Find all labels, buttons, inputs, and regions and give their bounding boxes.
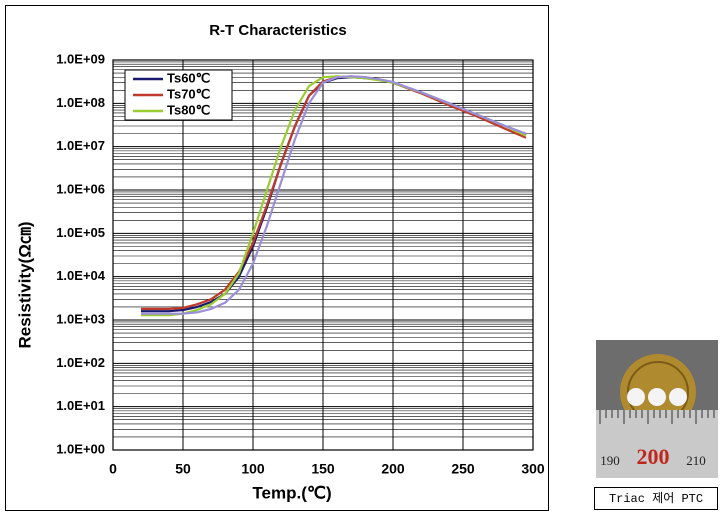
ptc-disc: [648, 388, 666, 406]
y-tick-label: 1.0E+09: [56, 51, 105, 66]
caption-box: [594, 487, 718, 510]
series-line: [141, 75, 527, 315]
y-tick-label: 1.0E+05: [56, 225, 105, 240]
plot-border: [112, 59, 534, 451]
y-tick-label: 1.0E+04: [56, 268, 106, 283]
ptc-disc: [627, 388, 645, 406]
x-tick-label: 50: [175, 461, 191, 477]
x-tick-label: 0: [109, 461, 117, 477]
ruler-ticks: [599, 410, 715, 424]
y-tick-label: 1.0E+00: [56, 441, 105, 456]
ruler-label: 210: [686, 453, 706, 468]
ruler-label: 200: [637, 444, 670, 469]
plot-area: 1.0E+00 1.0E+01 1.0E+02 1.0E+03 1.0E+04 1.0E+…: [56, 51, 545, 476]
photo: 190 200 210: [596, 340, 718, 478]
ruler-label: 190: [600, 453, 620, 468]
y-tick-label: 1.0E+08: [56, 95, 105, 110]
x-axis-label: Temp.(℃): [252, 483, 331, 502]
ruler: [596, 410, 718, 478]
ptc-disc: [669, 388, 687, 406]
legend-label: Ts60℃: [167, 70, 210, 85]
y-tick-label: 1.0E+07: [56, 138, 105, 153]
x-tick-label: 100: [241, 461, 265, 477]
legend-label: Ts80℃: [167, 102, 210, 117]
x-tick-label: 250: [451, 461, 475, 477]
y-tick-label: 1.0E+03: [56, 311, 105, 326]
chart-title: R-T Characteristics: [209, 22, 347, 39]
x-tick-label: 150: [311, 461, 335, 477]
x-tick-label: 300: [521, 461, 545, 477]
photo-caption: Triac 제어 PTC: [609, 491, 703, 506]
y-tick-label: 1.0E+02: [56, 355, 105, 370]
y-axis-label: Resistivity(Ω㎝): [15, 222, 34, 349]
x-tick-label: 200: [381, 461, 405, 477]
y-tick-label: 1.0E+06: [56, 181, 105, 196]
y-tick-label: 1.0E+01: [56, 398, 105, 413]
legend-label: Ts70℃: [167, 86, 210, 101]
